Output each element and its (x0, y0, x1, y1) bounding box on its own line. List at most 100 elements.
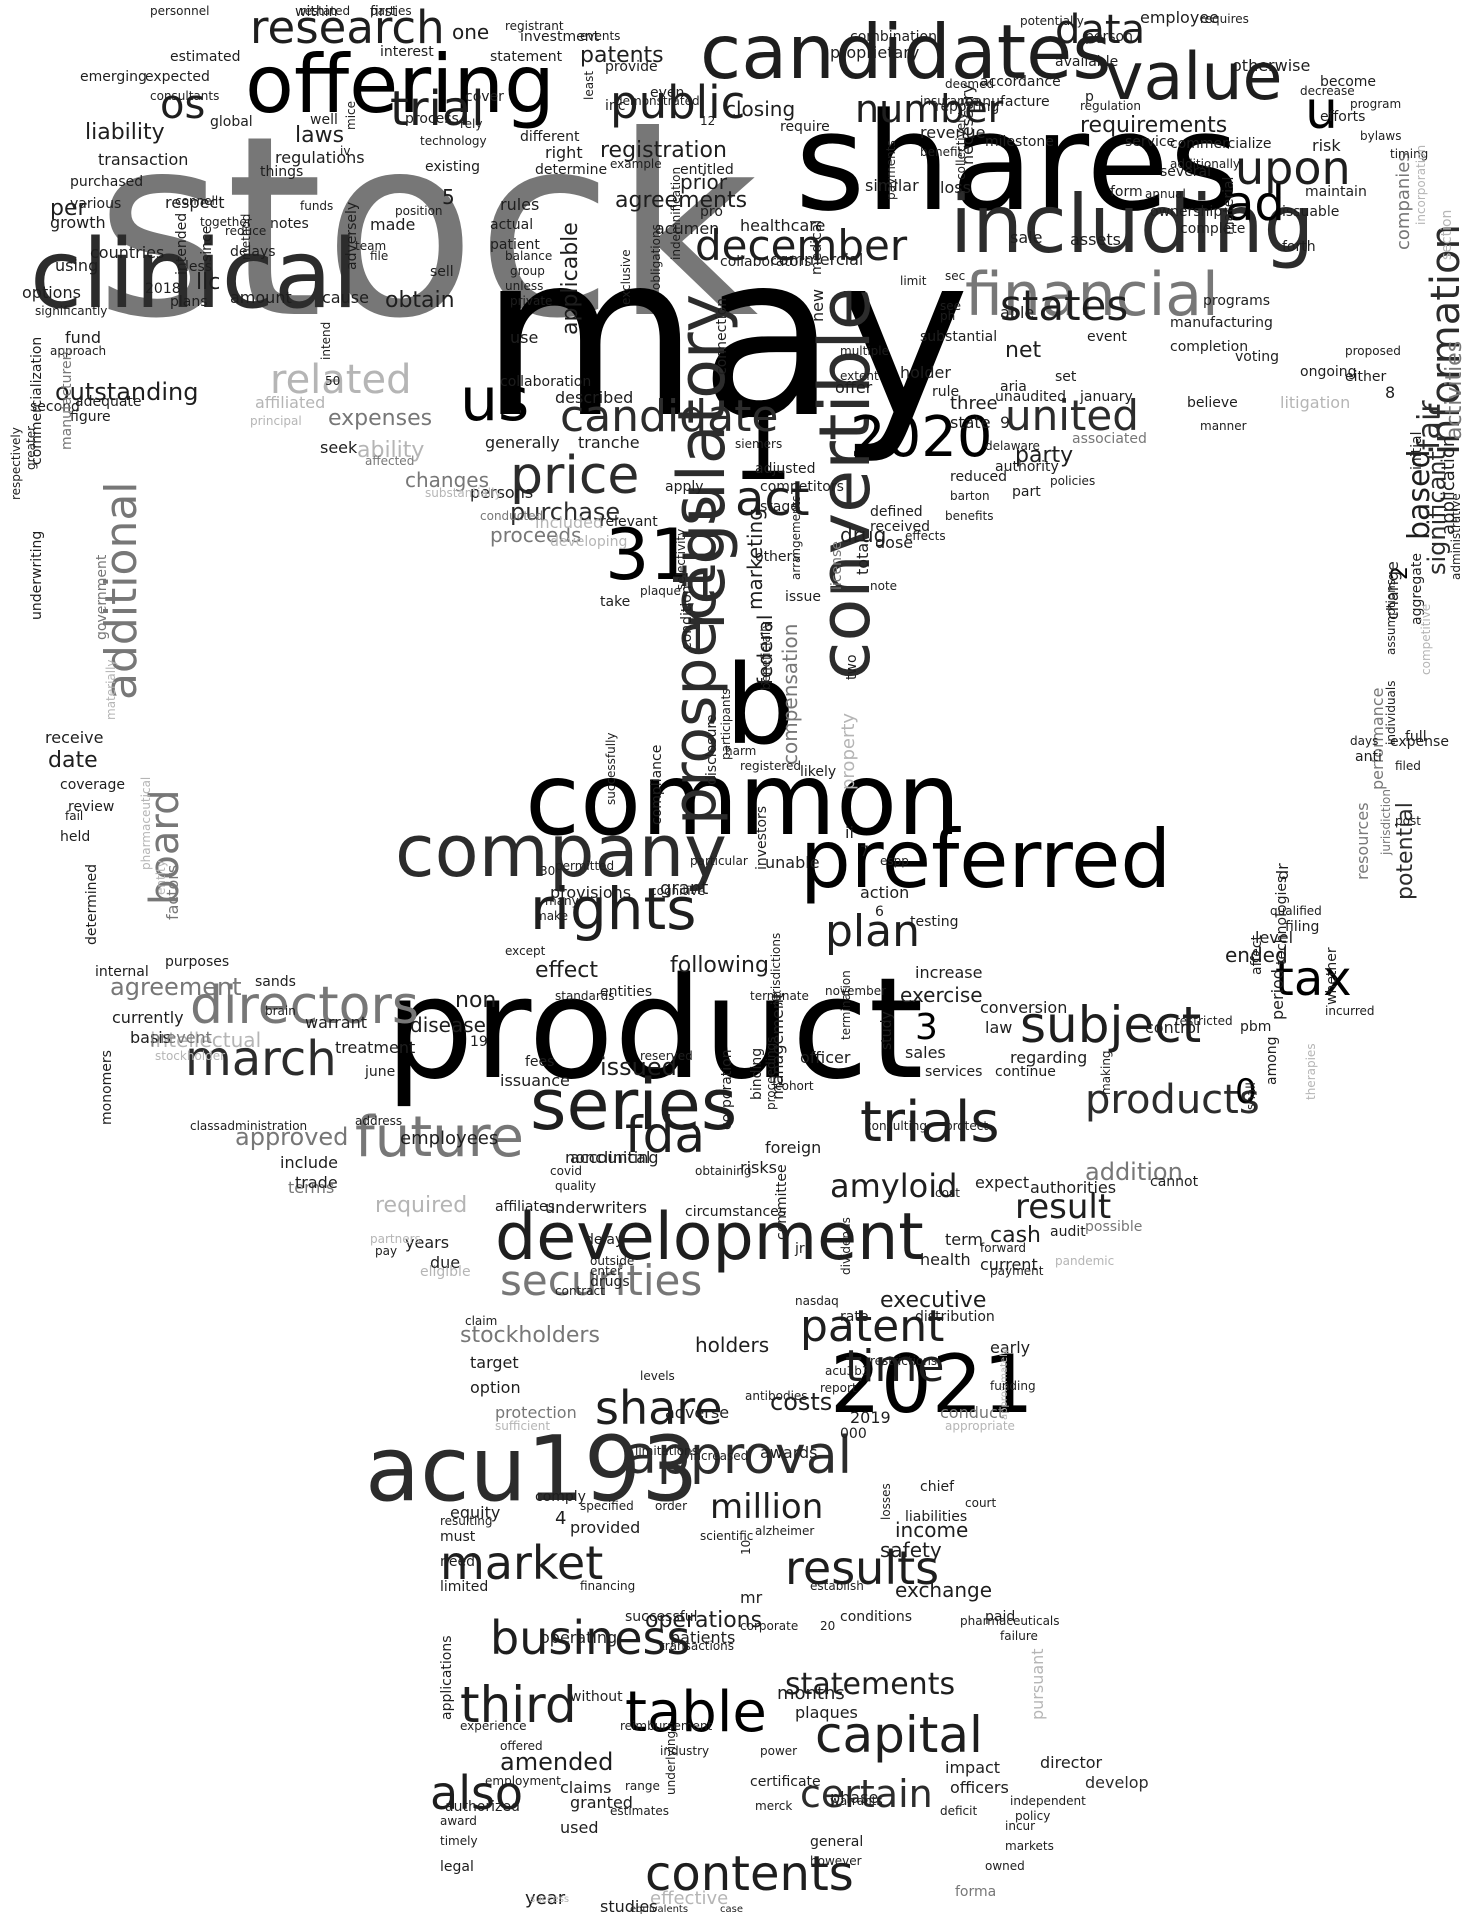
word-covid: covid (550, 1164, 582, 1178)
word-binding: binding (749, 1047, 765, 1100)
word-stockholders: stockholders (460, 1323, 600, 1348)
word-date: date (48, 748, 98, 773)
word-making: making (1099, 1050, 1113, 1095)
word-50: 50 (325, 374, 341, 388)
word-incorporation: incorporation (1414, 144, 1428, 225)
word-use: use (510, 328, 539, 347)
word-19: 19 (470, 1034, 488, 1050)
word-also: also (430, 1766, 524, 1820)
word-warrant: warrant (305, 1013, 367, 1032)
word-underwriting: underwriting (29, 530, 45, 620)
word-otherwise: otherwise (1232, 56, 1311, 75)
word-actual: actual (490, 217, 534, 233)
word-statements: statements (785, 1667, 956, 1702)
word-amount: amount (230, 288, 292, 307)
word-common: common (525, 741, 961, 858)
word-combination: combination (850, 29, 937, 45)
word-drugs: drugs (590, 1274, 630, 1290)
word-underlying: underlying (664, 1730, 678, 1795)
word-without: without (570, 1689, 623, 1705)
word-reporting: reporting (935, 99, 1000, 115)
word-right: right (545, 143, 583, 162)
word-relevant: relevant (600, 514, 658, 530)
word-changes: changes (405, 468, 490, 492)
word-two: two (844, 654, 860, 680)
word-standards: standards (555, 989, 615, 1003)
word-states: states (1000, 281, 1129, 330)
word-barton: barton (950, 489, 990, 503)
word-target: target (470, 1353, 519, 1372)
word-many: many (545, 894, 579, 908)
word-entity: entity (154, 860, 168, 895)
word-failure: failure (1000, 1629, 1038, 1643)
word-coverage: coverage (60, 777, 125, 793)
word-pro: pro (700, 204, 723, 220)
word-laws: laws (295, 123, 345, 148)
word-prior: prior (680, 170, 727, 194)
word-offering: offering (245, 38, 555, 131)
word-qualified: qualified (1270, 904, 1322, 918)
word-merck: merck (755, 1799, 793, 1813)
word-january: january (1080, 389, 1133, 405)
word-internal: internal (95, 964, 149, 980)
word-approach: approach (50, 344, 107, 358)
word-respect: respect (165, 193, 225, 212)
word-authorities: authorities (1030, 1178, 1117, 1197)
word-4: 4 (555, 1508, 567, 1529)
word-mr: mr (740, 1588, 763, 1607)
word-well: well (310, 112, 338, 128)
word-operating: operating (540, 1628, 618, 1647)
word-collaboration: collaboration (500, 374, 592, 390)
word-materially: materially (104, 659, 118, 720)
word-example: example (610, 157, 662, 171)
word-june: june (365, 1064, 396, 1080)
word-fees: fees (525, 1054, 555, 1070)
word-legal: legal (440, 1859, 474, 1875)
word-conversion: conversion (980, 998, 1068, 1017)
word-accordance: accordance (980, 74, 1061, 90)
word-disease: disease (410, 1013, 486, 1037)
word-plans: plans (170, 294, 208, 310)
word-greater: greater (24, 425, 38, 470)
word-effect: effect (535, 958, 598, 983)
word-specified: specified (580, 1499, 634, 1513)
word-first: first (370, 4, 398, 20)
word-awards: awards (760, 1443, 818, 1462)
word-exercise: exercise (900, 983, 983, 1007)
word-20: 20 (820, 1619, 836, 1633)
word-required: required (375, 1193, 468, 1218)
word-chief: chief (920, 1479, 955, 1495)
word-costs: costs (770, 1388, 833, 1416)
word-net: net (1005, 338, 1042, 363)
word-less: less (185, 259, 213, 275)
word-offered: offered (500, 1739, 543, 1753)
word-united: united (1005, 391, 1139, 440)
word-liability: liability (85, 120, 165, 145)
word-research: research (250, 1, 445, 54)
word-consultants: consultants (150, 89, 220, 103)
word-event: event (1087, 329, 1127, 345)
word-quality: quality (555, 1179, 597, 1193)
word-forward: forward (980, 1241, 1027, 1255)
word-30: 30 (540, 864, 556, 878)
word-losses: losses (879, 1483, 893, 1520)
word-note: note (870, 579, 898, 593)
word-policies: policies (1050, 474, 1096, 488)
word-delays: delays (230, 244, 276, 260)
word-proceeds: proceeds (490, 523, 582, 547)
word-os: os (160, 82, 206, 128)
word-private: private (510, 294, 553, 308)
word-person: person (1085, 29, 1133, 45)
word-within: within (295, 4, 338, 20)
word-officers: officers (950, 1778, 1009, 1797)
word-independent: independent (1010, 1794, 1086, 1808)
word-protect: protect (945, 1119, 989, 1133)
word-employment: employment (485, 1774, 561, 1788)
word-reduce: reduce (225, 224, 267, 238)
word-million: million (710, 1487, 824, 1527)
word-new: new (808, 288, 827, 322)
word-march: march (185, 1031, 337, 1087)
word-corporate: corporate (740, 1619, 799, 1633)
word-adjusted: adjusted (755, 461, 816, 477)
word-reserved: reserved (640, 1049, 693, 1063)
